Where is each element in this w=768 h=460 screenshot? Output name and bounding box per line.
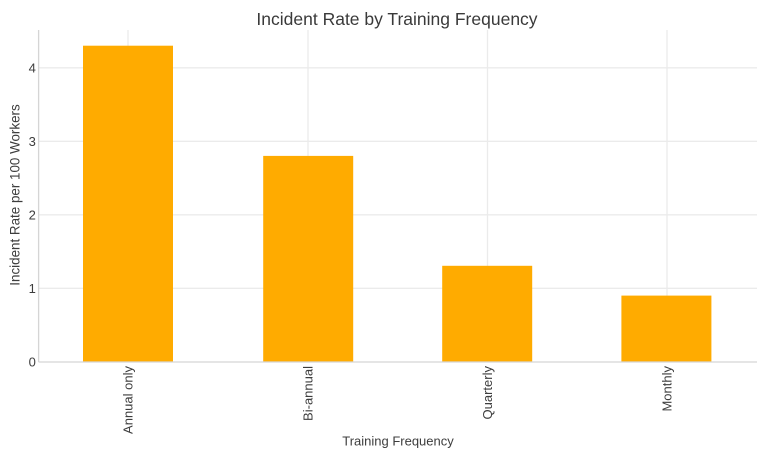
svg-text:Monthly: Monthly — [660, 366, 675, 412]
svg-text:Incident Rate per 100 Workers: Incident Rate per 100 Workers — [8, 104, 23, 286]
svg-text:Quarterly: Quarterly — [480, 366, 495, 420]
svg-text:0: 0 — [29, 354, 36, 369]
svg-text:1: 1 — [29, 281, 36, 296]
svg-text:Incident Rate by Training Freq: Incident Rate by Training Frequency — [256, 9, 537, 29]
svg-text:Training Frequency: Training Frequency — [342, 434, 454, 449]
svg-text:3: 3 — [29, 134, 36, 149]
svg-text:2: 2 — [29, 207, 36, 222]
svg-text:4: 4 — [29, 60, 36, 75]
svg-text:Annual only: Annual only — [121, 366, 136, 434]
svg-text:Bi-annual: Bi-annual — [301, 366, 316, 421]
